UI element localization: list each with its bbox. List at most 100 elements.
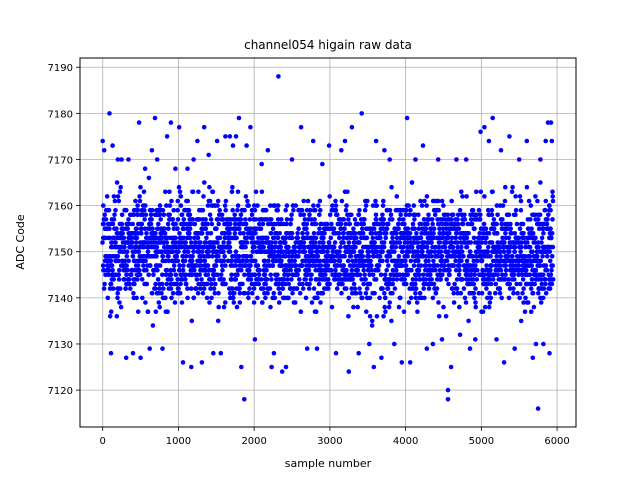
data-point: [194, 263, 199, 268]
data-point: [417, 290, 423, 296]
data-point: [223, 207, 228, 213]
data-point: [405, 253, 411, 259]
data-point: [437, 226, 442, 231]
data-point: [440, 235, 446, 241]
data-point: [159, 281, 165, 287]
data-point: [325, 277, 331, 282]
data-point: [478, 189, 484, 195]
data-point: [311, 203, 316, 208]
data-point: [549, 267, 554, 273]
data-point: [537, 263, 543, 268]
data-point: [469, 221, 475, 227]
data-point: [289, 157, 295, 162]
data-point: [267, 286, 273, 291]
data-point: [156, 221, 161, 227]
data-point: [459, 189, 464, 195]
data-point: [486, 304, 492, 310]
data-point: [175, 217, 181, 222]
data-point: [346, 217, 351, 222]
data-point: [273, 240, 278, 245]
data-point: [195, 290, 201, 296]
data-point: [293, 263, 299, 268]
data-point: [539, 277, 544, 282]
data-point: [535, 253, 540, 259]
data-point: [227, 231, 232, 236]
data-point: [538, 180, 543, 185]
data-point: [110, 267, 115, 273]
data-point: [527, 244, 533, 250]
data-point: [118, 304, 124, 310]
data-point: [204, 235, 209, 241]
data-point: [520, 290, 525, 296]
data-point: [317, 198, 323, 204]
data-point: [237, 286, 242, 291]
data-point: [296, 226, 301, 231]
data-point: [232, 231, 238, 236]
data-point: [351, 281, 357, 287]
data-point: [278, 253, 283, 259]
data-point: [305, 198, 311, 204]
data-point: [211, 267, 217, 273]
data-point: [122, 277, 127, 282]
data-point: [365, 198, 370, 204]
data-point: [344, 267, 349, 273]
data-point: [471, 258, 477, 264]
data-point: [508, 221, 513, 227]
data-point: [411, 203, 417, 208]
data-point: [175, 277, 180, 282]
data-point: [337, 272, 343, 278]
data-point: [233, 134, 239, 139]
data-point: [112, 198, 118, 204]
data-point: [213, 263, 219, 268]
data-point: [536, 290, 541, 296]
data-point: [196, 249, 202, 254]
data-point: [485, 249, 491, 254]
data-point: [153, 286, 158, 291]
data-point: [394, 267, 399, 273]
data-point: [185, 198, 190, 204]
data-point: [242, 207, 247, 213]
data-point: [211, 286, 217, 291]
data-point: [404, 115, 410, 121]
data-point: [415, 240, 421, 245]
data-point: [474, 189, 479, 195]
data-point: [107, 314, 113, 319]
data-point: [518, 318, 524, 324]
data-point: [169, 277, 174, 282]
data-point: [233, 263, 239, 268]
data-point: [412, 217, 417, 222]
data-point: [209, 295, 214, 301]
data-point: [474, 277, 480, 282]
data-point: [252, 244, 257, 250]
data-point: [489, 263, 495, 268]
data-point: [359, 249, 365, 254]
data-point: [217, 235, 223, 241]
data-point: [235, 189, 241, 195]
data-point: [104, 194, 110, 199]
data-point: [174, 253, 179, 259]
data-point: [360, 231, 366, 236]
data-point: [166, 226, 171, 231]
data-point: [473, 304, 479, 310]
data-point: [195, 235, 201, 241]
data-point: [205, 281, 210, 287]
data-point: [332, 258, 337, 264]
data-point: [339, 198, 345, 204]
data-point: [178, 203, 184, 208]
data-point: [159, 290, 164, 296]
data-point: [396, 226, 401, 231]
data-point: [331, 253, 336, 259]
data-point: [181, 217, 187, 222]
data-point: [392, 249, 397, 254]
data-point: [361, 221, 367, 227]
data-point: [149, 217, 154, 222]
data-point: [400, 217, 406, 222]
data-point: [513, 194, 518, 199]
data-point: [141, 263, 146, 268]
data-point: [549, 138, 555, 144]
data-point: [296, 253, 301, 259]
data-point: [131, 290, 136, 296]
data-point: [533, 267, 539, 273]
data-point: [351, 226, 356, 231]
data-point: [208, 217, 214, 222]
